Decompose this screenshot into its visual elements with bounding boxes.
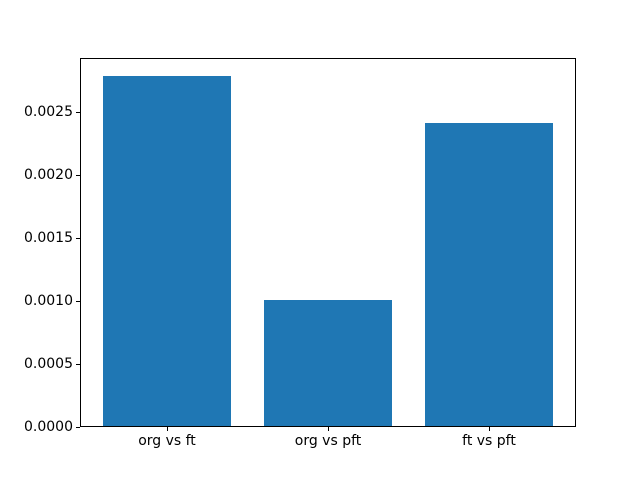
bar-org-vs-pft — [263, 299, 393, 427]
x-tick-mark — [327, 427, 329, 431]
x-tick-label: org vs pft — [294, 433, 362, 449]
y-tick-label: 0.0010 — [24, 293, 73, 309]
bar-org-vs-ft — [102, 75, 232, 427]
plot-area — [80, 58, 576, 427]
x-tick-mark — [166, 427, 168, 431]
y-tick-label: 0.0000 — [24, 419, 73, 435]
bar-ft-vs-pft — [424, 123, 554, 427]
y-tick-label: 0.0025 — [24, 104, 73, 121]
x-tick-label: ft vs pft — [462, 433, 516, 449]
y-tick-label: 0.0015 — [24, 230, 73, 247]
y-tick-label: 0.0020 — [24, 167, 73, 184]
y-tick-label: 0.0005 — [24, 356, 73, 372]
x-tick-mark — [488, 427, 490, 431]
x-tick-label: org vs ft — [138, 433, 196, 449]
